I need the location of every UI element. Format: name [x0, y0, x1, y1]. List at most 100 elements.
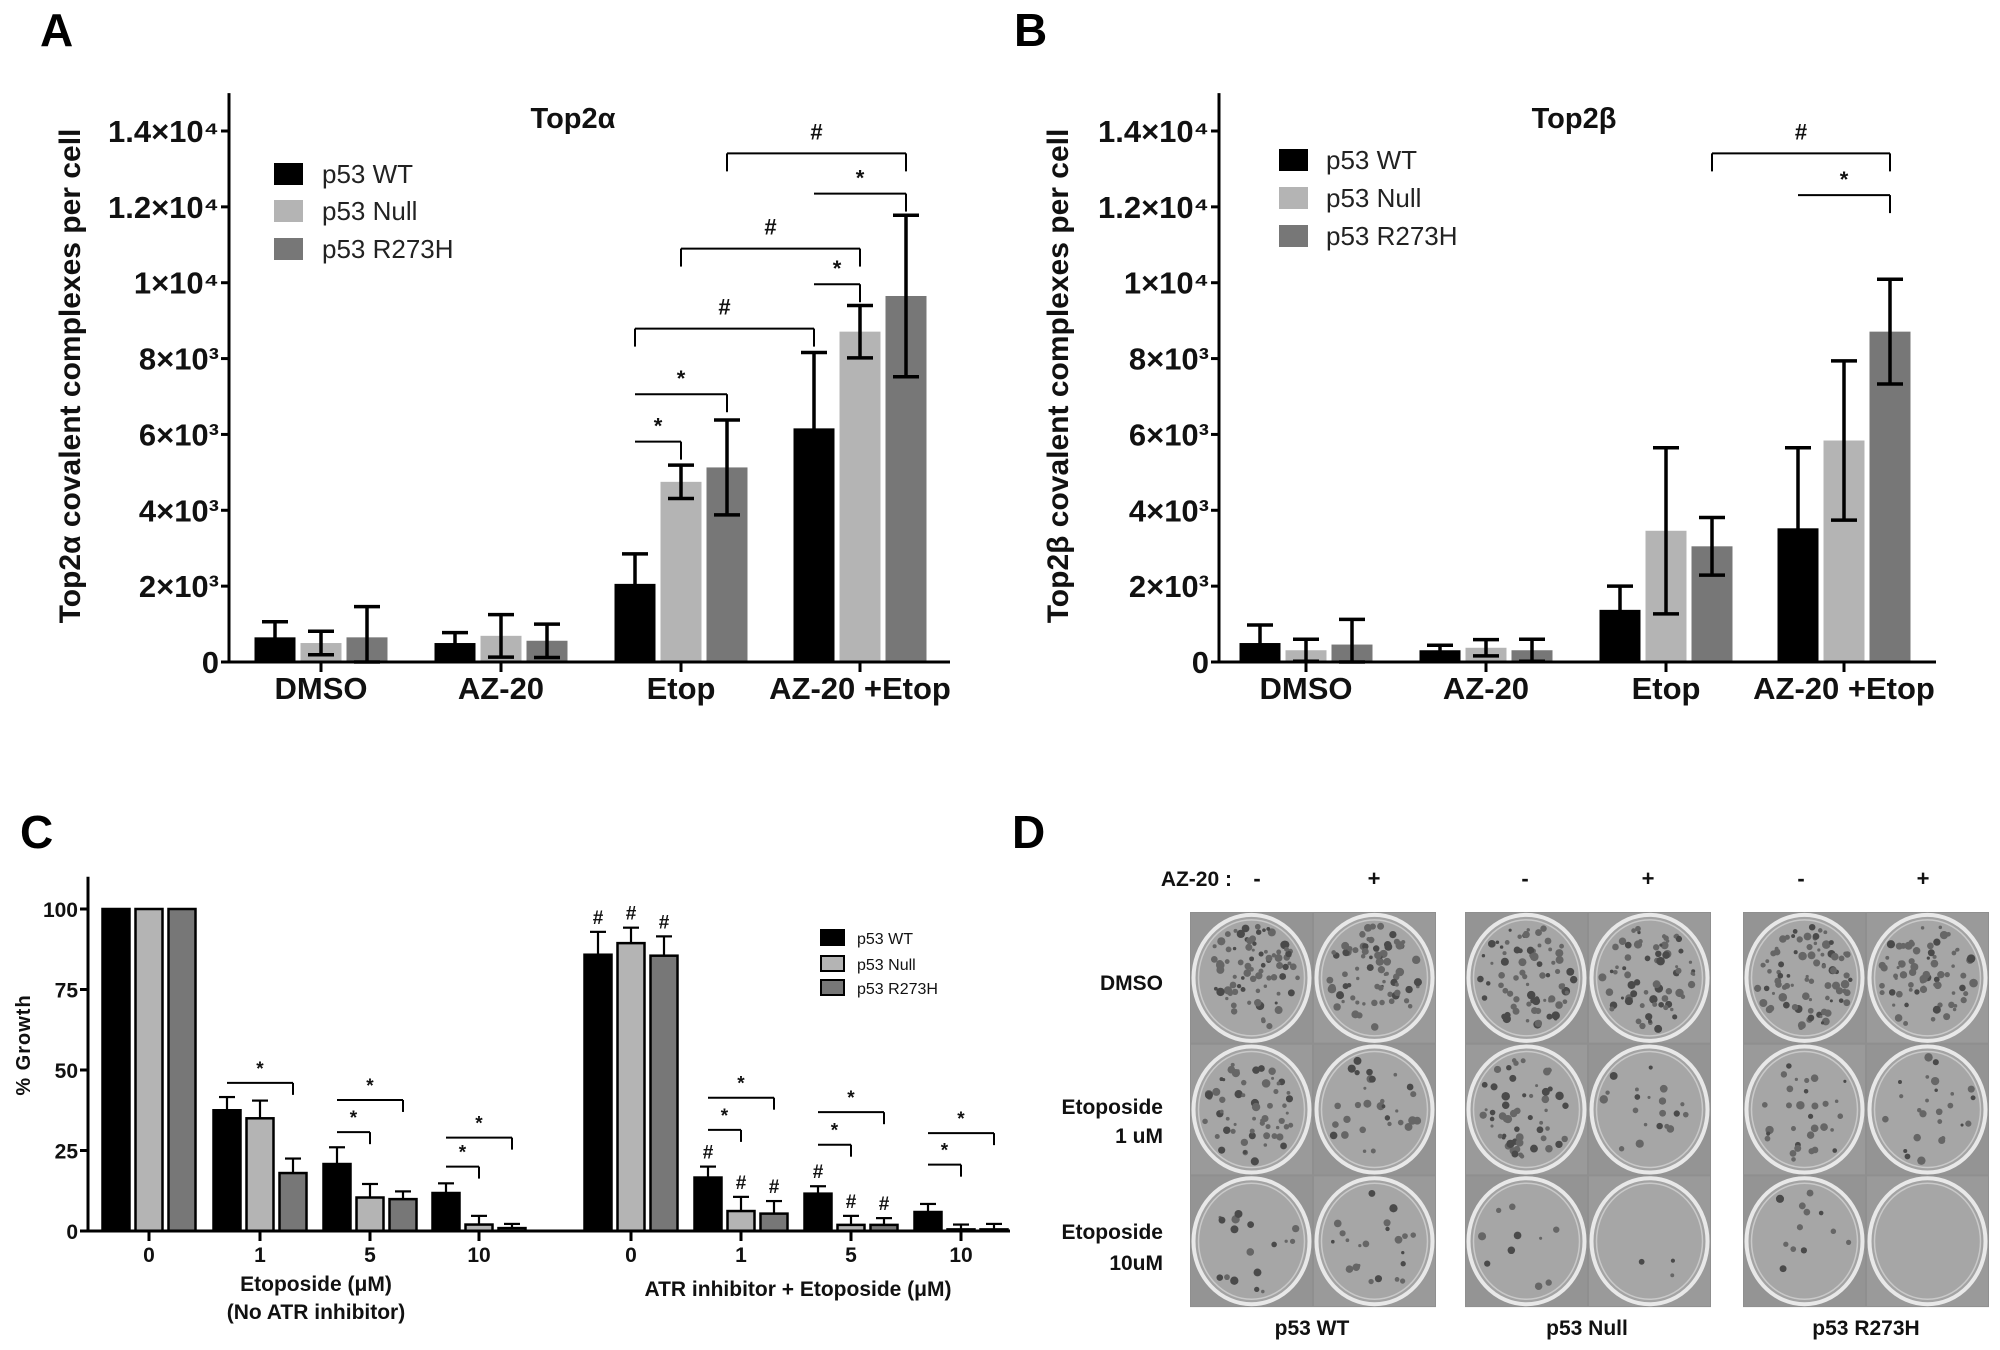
colony [1807, 951, 1816, 960]
colony [1212, 1087, 1221, 1096]
colony [1792, 929, 1798, 934]
colony [1271, 1076, 1275, 1080]
chart-growth: % Growth Etoposide (μM) (No ATR inhibito… [13, 876, 1010, 1324]
colony [1359, 1126, 1367, 1134]
bar-p53-wt [803, 1192, 833, 1233]
colony [1778, 961, 1785, 968]
colony [1219, 1096, 1226, 1103]
colony [1371, 999, 1378, 1007]
colony [1624, 954, 1632, 961]
colony [1952, 1007, 1957, 1012]
colony [1382, 979, 1386, 984]
colony [1555, 955, 1564, 964]
colony [1327, 984, 1337, 994]
colony [1375, 957, 1384, 966]
colony [1367, 936, 1375, 944]
x-tick-label: 5 [845, 1244, 857, 1267]
colony [1289, 1238, 1296, 1244]
colony [1504, 1011, 1511, 1019]
colony [1832, 1148, 1838, 1153]
colony [1539, 1236, 1543, 1240]
colony [1843, 999, 1851, 1007]
colony [1892, 1003, 1896, 1007]
colony [1539, 1120, 1544, 1125]
colony [1930, 1076, 1940, 1086]
legend-swatch-p53-wt [274, 163, 303, 185]
y-tick-label: 4×10³ [1129, 493, 1209, 528]
colony [1388, 998, 1395, 1005]
colony [1555, 1001, 1563, 1009]
colony [1394, 982, 1399, 987]
colony [1263, 984, 1268, 989]
colony [1274, 1001, 1278, 1005]
colony [1515, 1138, 1524, 1147]
colony [1930, 959, 1939, 968]
colony [1484, 1260, 1491, 1267]
colony [1497, 1133, 1503, 1139]
colony [1509, 1109, 1518, 1118]
colony [1246, 1248, 1255, 1256]
colony [1232, 946, 1237, 951]
colony [1566, 967, 1575, 976]
y-tick-label: 1.2×10⁴ [108, 190, 219, 225]
colony [1932, 1005, 1941, 1014]
colony [1513, 976, 1517, 980]
colony [1244, 962, 1252, 970]
bar-p53-r273h [759, 1212, 789, 1233]
colony [1526, 928, 1530, 932]
row-label-etoposide-10um-dose: 10uM [1109, 1252, 1163, 1275]
colony [1822, 1100, 1829, 1107]
colony [1548, 947, 1553, 952]
colony [1803, 932, 1812, 941]
colony [1798, 1025, 1804, 1031]
colony [1659, 943, 1663, 947]
significance-marker: * [737, 1074, 745, 1095]
colony [1660, 941, 1669, 950]
colony [1765, 1005, 1774, 1014]
colony [1282, 963, 1289, 971]
colony [1504, 939, 1510, 945]
colony [1688, 960, 1693, 964]
colony [1649, 995, 1658, 1004]
colony [1830, 952, 1839, 961]
y-tick-label: 50 [55, 1060, 78, 1083]
panel-letter-b: B [1014, 4, 1047, 56]
colony [1488, 940, 1496, 948]
y-tick-label: 8×10³ [139, 342, 219, 377]
colony [1276, 949, 1282, 955]
colony [1919, 985, 1928, 994]
y-tick-label: 4×10³ [139, 493, 219, 528]
colony [1801, 992, 1810, 1001]
colony [1261, 1079, 1271, 1088]
colony [1353, 1056, 1362, 1065]
colony [1935, 1108, 1943, 1116]
colony [1663, 935, 1669, 941]
colony [1331, 950, 1337, 955]
colony [1773, 948, 1781, 956]
y-tick-label: 0 [1192, 645, 1209, 680]
colony [1965, 1120, 1972, 1127]
x-tick-label: AZ-20 +Etop [1753, 671, 1935, 706]
colony [1908, 987, 1913, 992]
colony [1490, 1083, 1498, 1091]
colony [1247, 1000, 1252, 1005]
colony [1820, 1021, 1825, 1025]
colony [1672, 1014, 1678, 1020]
colony [1372, 945, 1380, 952]
colony [1903, 1149, 1908, 1154]
colony [1490, 961, 1494, 965]
colony [1274, 954, 1283, 962]
colony [1260, 962, 1266, 968]
colony [1508, 928, 1512, 932]
significance-marker: # [593, 908, 604, 929]
colony [1241, 1093, 1246, 1098]
colony [1486, 981, 1491, 986]
colony [1230, 1276, 1239, 1285]
colony [1807, 1007, 1814, 1014]
colony [1489, 1116, 1495, 1122]
colony [1678, 948, 1684, 954]
colony [1263, 1143, 1268, 1147]
culture-plate-inner [1595, 919, 1704, 1037]
colony [1947, 1102, 1954, 1109]
colony [1527, 1115, 1533, 1121]
